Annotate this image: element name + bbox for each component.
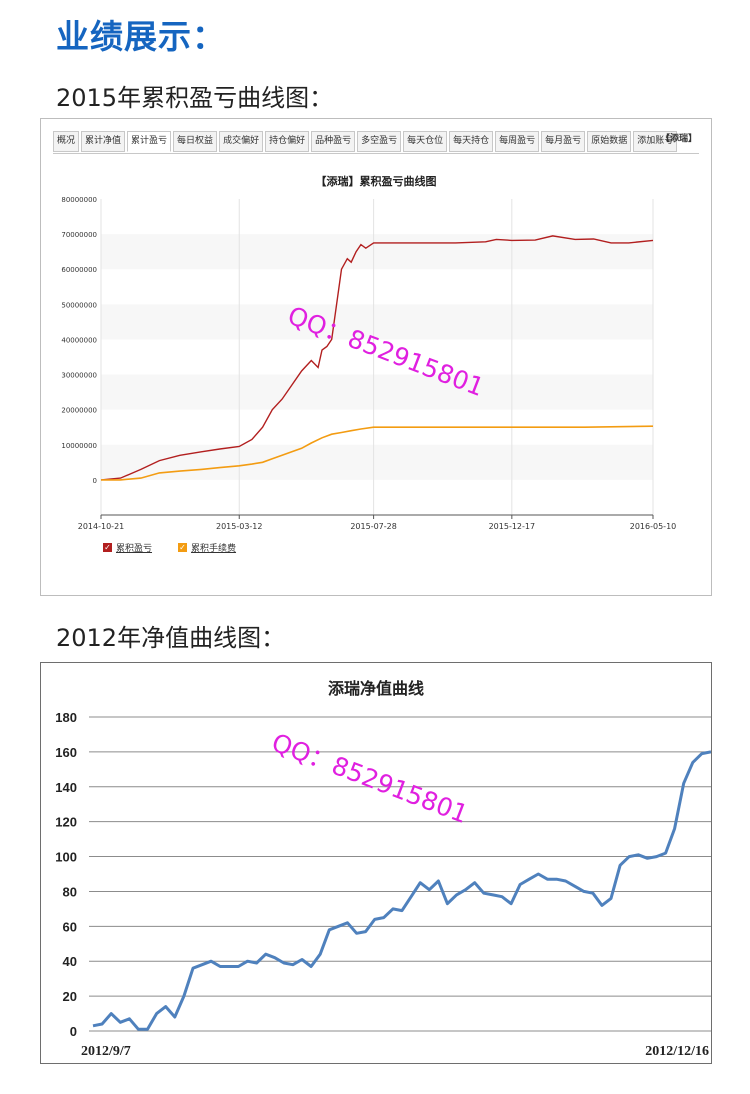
page-heading: 业绩展示：	[56, 17, 226, 56]
tab-0[interactable]: 概况	[53, 131, 80, 152]
chart1-y-tick-label: 0	[93, 477, 97, 485]
nav-chart: 0 20 40 60 80 100 120 140 160 180 2012/9/7 2012/12/…	[55, 710, 711, 1059]
tab-13[interactable]: 添加账号	[633, 131, 678, 152]
chart1-x-tick-label: 2015-07-28	[350, 522, 397, 531]
chart2-y-tick-label: 120	[55, 815, 77, 830]
chart1-series-0	[100, 235, 654, 481]
chart1-x-tick-label: 2014-10-21	[78, 522, 125, 531]
chart2-y-tick-label: 20	[63, 989, 77, 1004]
chart2-y-tick-label: 80	[63, 884, 77, 899]
chart2-x-tick-label-end: 2012/12/16	[645, 1044, 709, 1059]
tab-11[interactable]: 每月盈亏	[541, 131, 586, 152]
chart1-x-tick-label: 2015-12-17	[489, 522, 536, 531]
tab-8[interactable]: 每天仓位	[403, 131, 448, 152]
legend-label-pnl: 累积盈亏	[116, 544, 153, 554]
chart1-band	[101, 304, 653, 340]
chart1-legend: ✓ 累积盈亏 ✓ 累积手续费	[103, 541, 236, 554]
tab-bar: 概况 累计净值 累计盈亏 每日权益 成交偏好 持仓偏好 品种盈亏 多空盈亏 每天仓位 每天持仓 每周…	[53, 131, 679, 152]
chart2-y-tick-label: 160	[55, 745, 77, 760]
chart1-x-tick-label: 2016-05-10	[630, 522, 677, 531]
tab-2[interactable]: 累计盈亏	[127, 131, 172, 152]
legend-label-fee: 累积手续费	[191, 544, 237, 554]
legend-checkbox-fee-icon[interactable]: ✓	[178, 543, 188, 552]
tab-3[interactable]: 每日权益	[173, 131, 218, 152]
tab-1[interactable]: 累计净值	[81, 131, 126, 152]
chart1-y-tick-label: 60000000	[61, 266, 97, 274]
section-2015-title: 2015年累积盈亏曲线图：	[56, 84, 334, 112]
chart2-y-tick-label: 180	[55, 710, 77, 725]
tab-7[interactable]: 多空盈亏	[357, 131, 402, 152]
chart1-band	[101, 374, 653, 410]
chart1-series-1	[101, 425, 654, 481]
chart1-y-tick-label: 30000000	[61, 372, 97, 380]
tab-10[interactable]: 每周盈亏	[495, 131, 540, 152]
tab-4[interactable]: 成交偏好	[219, 131, 264, 152]
chart1-band	[101, 234, 653, 270]
brand-tag[interactable]: 【添瑞】	[660, 134, 697, 144]
chart1-y-tick-label: 40000000	[61, 336, 97, 344]
chart1-y-tick-label: 70000000	[61, 231, 97, 239]
cumulative-pnl-panel: 概况 累计净值 累计盈亏 每日权益 成交偏好 持仓偏好 品种盈亏 多空盈亏 每天仓位 每天持仓 每周…	[40, 118, 712, 596]
chart2-title: 添瑞净值曲线	[327, 679, 424, 698]
chart2-y-tick-label: 0	[70, 1024, 77, 1039]
chart2-x-tick-label-start: 2012/9/7	[81, 1044, 131, 1059]
legend-item-fee[interactable]: ✓ 累积手续费	[178, 541, 236, 554]
section-2012-title: 2012年净值曲线图：	[56, 624, 286, 652]
tab-6[interactable]: 品种盈亏	[311, 131, 356, 152]
cumulative-pnl-chart: 2014-10-21 2015-03-12 2015-07-28 2015-12-17…	[61, 196, 677, 531]
nav-panel: 添瑞净值曲线 0 20 40 60 80 100 120 140 160 180 2012/9/7 2…	[40, 662, 712, 1064]
chart2-y-tick-label: 100	[55, 850, 77, 865]
tab-12[interactable]: 原始数据	[587, 131, 632, 152]
chart1-y-tick-label: 80000000	[61, 196, 97, 204]
chart2-y-tick-label: 40	[63, 954, 77, 969]
legend-item-pnl[interactable]: ✓ 累积盈亏	[103, 541, 152, 554]
tab-9[interactable]: 每天持仓	[449, 131, 494, 152]
chart2-y-tick-label: 140	[55, 780, 77, 795]
chart1-title: 【添瑞】累积盈亏曲线图	[315, 175, 437, 188]
chart2-series-line	[92, 750, 711, 1031]
chart1-y-tick-label: 10000000	[61, 442, 97, 450]
chart2-y-tick-label: 60	[63, 919, 77, 934]
tab-divider	[53, 153, 699, 154]
chart1-y-tick-label: 50000000	[61, 301, 97, 309]
legend-checkbox-pnl-icon[interactable]: ✓	[103, 543, 112, 552]
chart1-x-tick-label: 2015-03-12	[216, 522, 263, 531]
chart1-y-tick-label: 20000000	[61, 407, 97, 415]
chart1-band	[101, 444, 653, 480]
tab-5[interactable]: 持仓偏好	[265, 131, 310, 152]
